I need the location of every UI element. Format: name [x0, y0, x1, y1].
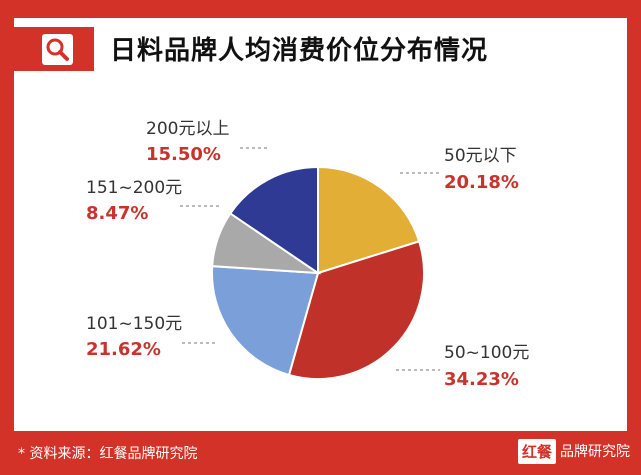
- slice-value-label-4: 8.47%: [86, 203, 148, 224]
- slice-category-label-2: 50~100元: [444, 343, 529, 363]
- slice-category-label-3: 101~150元: [86, 314, 182, 334]
- pie-slice-1: [317, 165, 421, 275]
- page-title: 日料品牌人均消费价位分布情况: [110, 36, 489, 66]
- pie-slice-3: [211, 265, 320, 377]
- pie-slices: [211, 165, 425, 380]
- slice-value-label-5: 15.50%: [146, 144, 221, 165]
- pie-labels: 50元以下 20.18% 50~100元 34.23% 101~150元 21.62% 15…: [86, 119, 529, 390]
- slice-category-label-4: 151~200元: [86, 178, 182, 198]
- search-icon: [42, 34, 73, 65]
- slice-category-label-1: 50元以下: [444, 146, 517, 166]
- slice-value-label-3: 21.62%: [86, 339, 161, 360]
- brand-mark: 红餐: [518, 438, 557, 464]
- slice-value-label-2: 34.23%: [444, 369, 519, 390]
- slice-value-label-1: 20.18%: [444, 172, 519, 193]
- brand-name: 品牌研究院: [560, 444, 631, 460]
- source-note: * 资料来源：红餐品牌研究院: [18, 446, 198, 462]
- pie-slice-5: [228, 165, 319, 275]
- brand-logo: 红餐 品牌研究院: [518, 438, 630, 464]
- pie-slice-2: [287, 240, 425, 380]
- slice-category-label-5: 200元以上: [146, 119, 229, 139]
